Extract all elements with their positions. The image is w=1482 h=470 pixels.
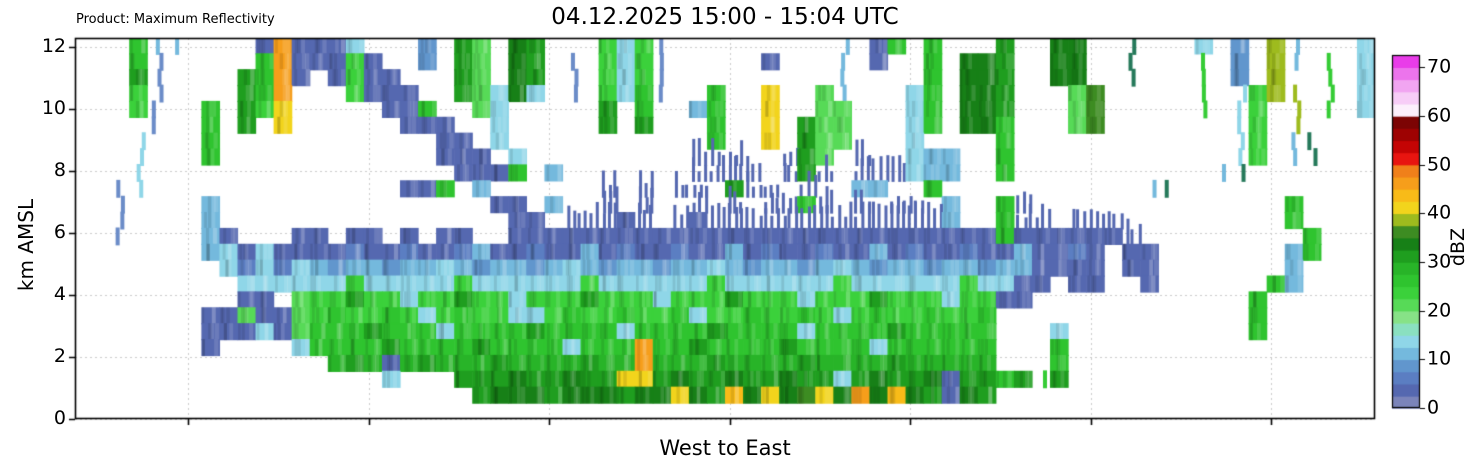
colorbar-tick-label: 50 [1427,153,1452,176]
product-label: Product: Maximum Reflectivity [76,12,275,27]
y-tick-label: 6 [53,221,66,244]
colorbar-tick-label: 20 [1427,299,1452,322]
y-tick-label: 10 [41,97,66,120]
colorbar-tick-label: 40 [1427,201,1452,224]
chart-title: 04.12.2025 15:00 - 15:04 UTC [551,4,899,30]
colorbar-tick-label: 0 [1427,396,1440,419]
colorbar-tick-label: 10 [1427,347,1452,370]
y-axis-label: km AMSL [14,198,38,292]
y-tick-label: 2 [53,344,66,367]
x-axis-label: West to East [659,436,791,460]
y-tick-label: 8 [53,159,66,182]
y-tick-label: 0 [53,406,66,429]
y-tick-label: 4 [53,282,66,305]
colorbar-tick-label: 70 [1427,55,1452,78]
y-tick-label: 12 [41,35,66,58]
colorbar-tick-label: 60 [1427,104,1452,127]
colorbar-tick-label: 30 [1427,250,1452,273]
